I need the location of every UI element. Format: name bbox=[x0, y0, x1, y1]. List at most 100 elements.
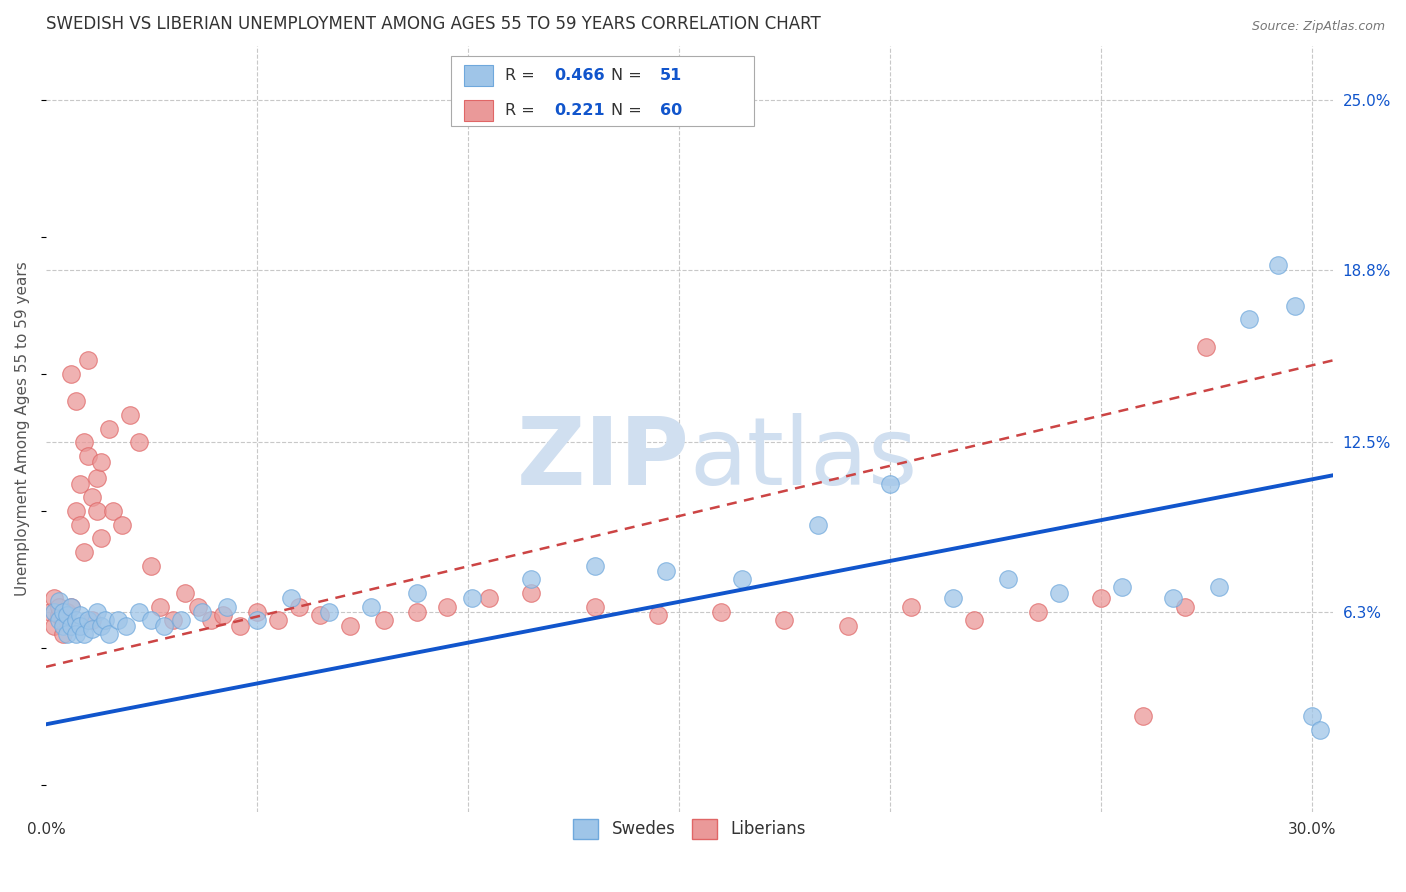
Point bbox=[90, 531, 112, 545]
Point bbox=[73, 545, 96, 559]
Point bbox=[1090, 591, 1112, 606]
Point bbox=[1237, 312, 1260, 326]
Point bbox=[1309, 723, 1331, 737]
Point bbox=[339, 619, 361, 633]
Point bbox=[191, 605, 214, 619]
Point bbox=[69, 619, 91, 633]
Point bbox=[94, 613, 117, 627]
Point bbox=[1267, 258, 1289, 272]
Legend: Swedes, Liberians: Swedes, Liberians bbox=[567, 812, 813, 846]
Point bbox=[60, 599, 83, 614]
Point bbox=[309, 607, 332, 622]
Point bbox=[120, 408, 142, 422]
Point bbox=[1174, 599, 1197, 614]
Point bbox=[60, 599, 83, 614]
Point bbox=[52, 619, 75, 633]
Bar bbox=[464, 100, 492, 121]
Y-axis label: Unemployment Among Ages 55 to 59 years: Unemployment Among Ages 55 to 59 years bbox=[15, 261, 30, 596]
Point bbox=[229, 619, 252, 633]
Point bbox=[217, 599, 239, 614]
Point bbox=[77, 353, 100, 368]
Point bbox=[65, 504, 87, 518]
Point bbox=[77, 613, 100, 627]
Point bbox=[60, 619, 83, 633]
Point bbox=[86, 504, 108, 518]
Point bbox=[44, 619, 66, 633]
Point bbox=[478, 591, 501, 606]
Point bbox=[187, 599, 209, 614]
Point bbox=[107, 613, 129, 627]
Point bbox=[69, 476, 91, 491]
Point bbox=[942, 591, 965, 606]
Text: ZIP: ZIP bbox=[516, 413, 689, 506]
Bar bbox=[464, 64, 492, 87]
Text: 0.466: 0.466 bbox=[554, 68, 605, 83]
Point bbox=[963, 613, 986, 627]
Point bbox=[837, 619, 859, 633]
Point bbox=[373, 613, 395, 627]
Point bbox=[267, 613, 290, 627]
Point bbox=[461, 591, 484, 606]
Point bbox=[52, 605, 75, 619]
Point bbox=[86, 471, 108, 485]
Point bbox=[44, 605, 66, 619]
Point bbox=[1111, 581, 1133, 595]
Text: SWEDISH VS LIBERIAN UNEMPLOYMENT AMONG AGES 55 TO 59 YEARS CORRELATION CHART: SWEDISH VS LIBERIAN UNEMPLOYMENT AMONG A… bbox=[46, 15, 821, 33]
Point bbox=[128, 435, 150, 450]
Point bbox=[997, 572, 1019, 586]
Point bbox=[406, 605, 429, 619]
Point bbox=[200, 613, 222, 627]
Point bbox=[360, 599, 382, 614]
Point bbox=[170, 613, 193, 627]
Point bbox=[90, 454, 112, 468]
Point bbox=[65, 394, 87, 409]
Point bbox=[56, 613, 79, 627]
Point bbox=[115, 619, 138, 633]
Point bbox=[82, 613, 104, 627]
Point bbox=[60, 367, 83, 381]
Point bbox=[141, 558, 163, 573]
Point bbox=[65, 627, 87, 641]
Point bbox=[77, 449, 100, 463]
Point bbox=[56, 607, 79, 622]
Point bbox=[69, 607, 91, 622]
Point bbox=[583, 558, 606, 573]
Point bbox=[65, 613, 87, 627]
Point bbox=[647, 607, 669, 622]
Point bbox=[246, 605, 269, 619]
Point bbox=[90, 619, 112, 633]
Point bbox=[1284, 299, 1306, 313]
Point bbox=[318, 605, 340, 619]
Point bbox=[52, 627, 75, 641]
Point bbox=[1047, 586, 1070, 600]
Point bbox=[583, 599, 606, 614]
Point bbox=[731, 572, 754, 586]
FancyBboxPatch shape bbox=[451, 55, 754, 126]
Point bbox=[82, 622, 104, 636]
Point bbox=[879, 476, 901, 491]
Point bbox=[48, 613, 70, 627]
Point bbox=[1132, 709, 1154, 723]
Point bbox=[520, 586, 543, 600]
Text: R =: R = bbox=[505, 68, 540, 83]
Point bbox=[98, 422, 121, 436]
Point bbox=[773, 613, 796, 627]
Point bbox=[103, 504, 125, 518]
Point bbox=[69, 517, 91, 532]
Point bbox=[162, 613, 184, 627]
Point bbox=[128, 605, 150, 619]
Point bbox=[1208, 581, 1230, 595]
Point bbox=[153, 619, 176, 633]
Point bbox=[212, 607, 235, 622]
Text: N =: N = bbox=[612, 103, 647, 118]
Point bbox=[807, 517, 830, 532]
Point bbox=[86, 605, 108, 619]
Point bbox=[1161, 591, 1184, 606]
Point bbox=[141, 613, 163, 627]
Text: 0.221: 0.221 bbox=[554, 103, 605, 118]
Point bbox=[710, 605, 733, 619]
Point bbox=[520, 572, 543, 586]
Point bbox=[44, 591, 66, 606]
Point bbox=[73, 627, 96, 641]
Point bbox=[280, 591, 302, 606]
